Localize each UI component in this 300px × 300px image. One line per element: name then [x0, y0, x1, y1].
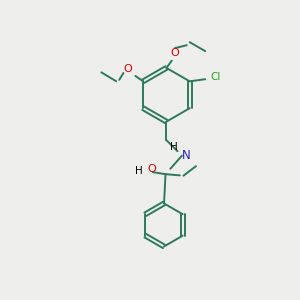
Text: H: H: [170, 142, 178, 152]
Text: H: H: [135, 166, 143, 176]
Text: O: O: [170, 48, 179, 58]
Text: O: O: [148, 164, 156, 174]
Text: N: N: [182, 149, 191, 162]
Text: O: O: [124, 64, 132, 74]
Text: Cl: Cl: [210, 72, 220, 82]
